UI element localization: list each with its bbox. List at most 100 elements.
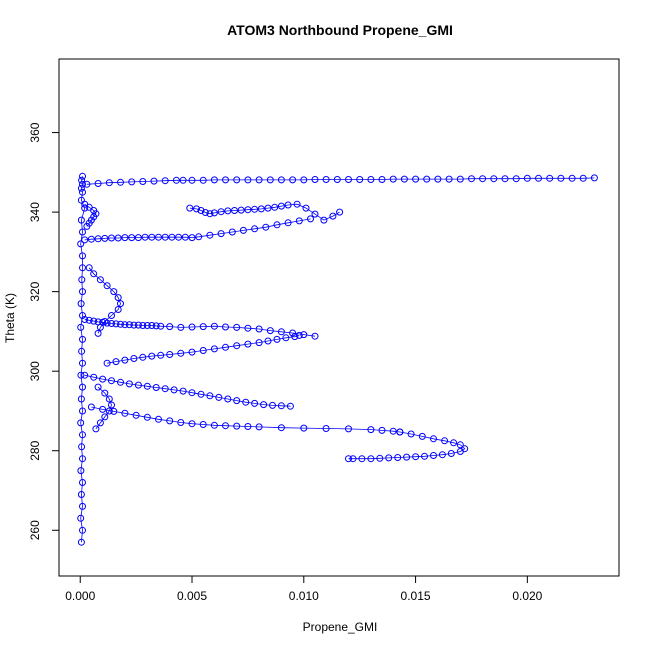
data-point	[79, 252, 86, 260]
data-point	[264, 204, 272, 212]
data-point	[289, 176, 297, 184]
data-point	[101, 389, 109, 397]
series-line	[348, 431, 466, 460]
data-point	[101, 318, 109, 325]
series-line	[91, 406, 400, 433]
data-point	[255, 325, 263, 333]
y-tick-label: 260	[28, 520, 42, 540]
data-point	[161, 385, 169, 393]
data-point	[394, 454, 402, 461]
data-point	[222, 422, 229, 430]
data-series	[83, 174, 598, 188]
data-point	[78, 347, 86, 355]
data-series	[92, 383, 115, 433]
data-point	[77, 419, 85, 427]
data-point	[96, 419, 104, 427]
data-point	[121, 234, 129, 242]
data-point	[367, 426, 375, 434]
data-point	[295, 217, 303, 225]
data-point	[217, 230, 225, 238]
data-series	[81, 371, 294, 410]
data-point	[286, 402, 294, 410]
data-point	[434, 175, 442, 183]
data-point	[193, 205, 200, 213]
data-point	[269, 401, 276, 409]
data-point	[490, 175, 498, 183]
data-point	[79, 312, 86, 319]
data-point	[108, 234, 115, 242]
data-point	[199, 323, 207, 331]
y-tick-label: 360	[28, 122, 42, 142]
data-point	[233, 342, 241, 350]
data-point	[155, 415, 162, 423]
data-point	[143, 382, 151, 390]
data-point	[103, 359, 111, 367]
data-point	[166, 351, 174, 358]
data-point	[85, 264, 93, 272]
data-point	[90, 270, 98, 278]
data-point	[418, 432, 426, 440]
data-point	[134, 234, 142, 242]
data-point	[262, 223, 270, 231]
data-point	[121, 321, 129, 329]
data-point	[81, 316, 89, 323]
data-point	[345, 176, 352, 183]
data-point	[108, 320, 115, 327]
data-point	[206, 392, 214, 400]
data-point	[79, 228, 86, 236]
data-point	[78, 443, 86, 451]
data-point	[79, 264, 86, 272]
data-point	[188, 420, 196, 428]
data-point	[403, 453, 411, 461]
data-point	[423, 175, 431, 183]
data-point	[376, 454, 384, 462]
data-point	[244, 324, 252, 332]
data-point	[271, 203, 279, 211]
data-point	[179, 387, 187, 395]
y-axis-label: Theta (K)	[3, 293, 17, 343]
data-point	[81, 236, 89, 244]
data-point	[400, 175, 408, 183]
data-point	[210, 209, 218, 217]
data-point	[117, 378, 124, 386]
data-point	[430, 435, 437, 443]
y-tick-label: 280	[28, 440, 42, 460]
data-point	[79, 479, 86, 486]
data-point	[117, 178, 124, 186]
data-point	[166, 323, 174, 331]
data-point	[87, 403, 95, 411]
data-point	[264, 337, 272, 345]
x-tick-label: 0.015	[401, 589, 431, 603]
data-point	[523, 174, 531, 182]
data-point	[101, 234, 109, 242]
data-point	[108, 377, 115, 385]
data-point	[77, 514, 85, 522]
y-tick-label: 300	[28, 361, 42, 381]
data-point	[441, 437, 449, 445]
data-point	[125, 321, 133, 329]
data-point	[206, 210, 214, 218]
data-point	[197, 207, 205, 214]
data-point	[378, 176, 386, 183]
data-point	[557, 174, 565, 182]
data-point	[210, 421, 218, 429]
data-point	[179, 176, 187, 184]
data-point	[228, 228, 236, 236]
data-point	[103, 282, 111, 290]
data-point	[242, 398, 250, 406]
plot-area	[77, 172, 598, 546]
data-point	[233, 422, 241, 430]
data-point	[579, 174, 587, 182]
data-point	[125, 380, 133, 388]
data-point	[215, 393, 223, 401]
data-point	[237, 206, 245, 214]
data-point	[188, 348, 196, 356]
data-point	[77, 323, 85, 331]
data-point	[307, 215, 314, 223]
data-point	[356, 176, 364, 183]
data-point	[130, 321, 138, 329]
data-point	[222, 343, 229, 351]
data-point	[85, 316, 93, 324]
data-point	[295, 331, 303, 339]
